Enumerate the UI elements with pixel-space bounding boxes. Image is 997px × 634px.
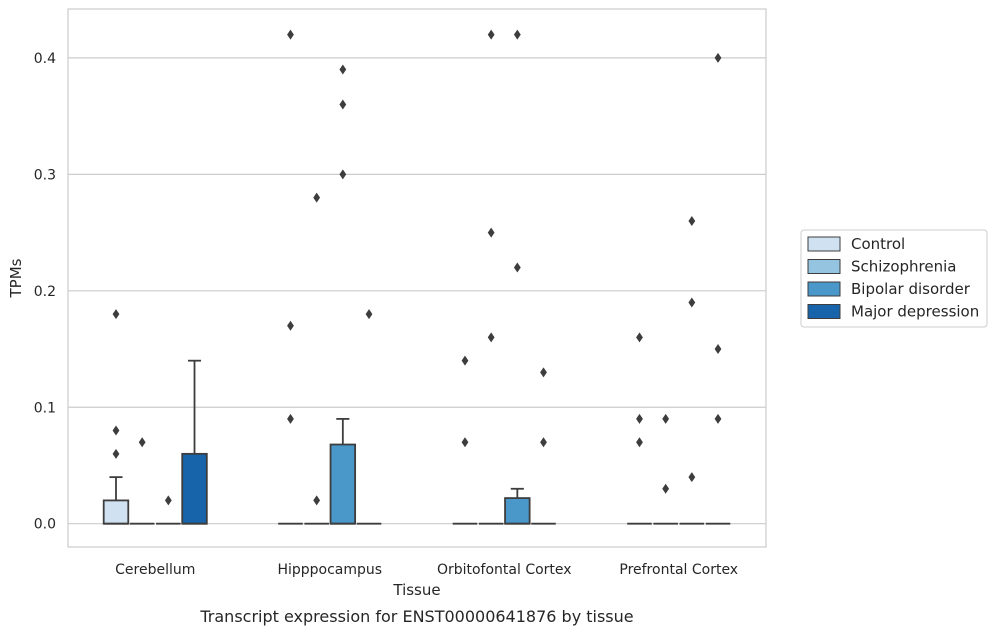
x-axis: Cerebellum Hipppocampus Orbitofontal Corte…	[115, 562, 738, 578]
outlier-point	[688, 472, 696, 483]
outlier-point	[164, 495, 172, 506]
outlier-point	[461, 355, 469, 366]
outlier-point	[513, 262, 521, 273]
legend-label: Major depression	[851, 303, 979, 321]
outlier-point	[487, 227, 495, 238]
outlier-point	[513, 29, 521, 40]
x-tick-label: Cerebellum	[115, 562, 195, 578]
outlier-point	[714, 52, 722, 63]
box-group	[278, 29, 303, 525]
legend-swatch	[807, 236, 841, 252]
box-group	[627, 332, 652, 525]
box-group	[679, 215, 705, 525]
outlier-point	[138, 437, 146, 448]
box-rect	[102, 499, 130, 525]
legend-frame	[800, 229, 988, 328]
outlier-point	[662, 413, 670, 424]
outlier-point	[636, 413, 643, 424]
y-axis: 0.0 0.1 0.2 0.3 0.4	[34, 51, 56, 533]
outlier-point	[313, 192, 321, 203]
legend: Control Schizophrenia Bipolar disorder Majo…	[800, 229, 988, 328]
legend-swatch	[807, 259, 841, 274]
box-group	[478, 29, 504, 525]
legend-label: Control	[851, 235, 905, 253]
box-rect	[504, 497, 531, 525]
outlier-point	[688, 297, 696, 308]
box-rect	[181, 452, 208, 525]
box-group	[653, 413, 678, 525]
outlier-point	[287, 320, 294, 331]
box-group	[329, 64, 357, 525]
outlier-point	[487, 29, 495, 40]
outlier-point	[112, 425, 120, 436]
box-group	[156, 495, 181, 525]
boxes-layer	[102, 29, 731, 525]
y-tick-label: 0.2	[34, 284, 56, 300]
y-tick-label: 0.1	[34, 400, 56, 416]
x-axis-title: Tissue	[392, 581, 440, 599]
plot-area	[68, 9, 766, 547]
x-tick-label: Hipppocampus	[277, 562, 382, 578]
box-group	[129, 437, 155, 525]
y-tick-label: 0.4	[34, 51, 56, 67]
y-tick-label: 0.0	[34, 517, 56, 533]
box-rect	[329, 443, 357, 525]
y-axis-title: TPMs	[7, 258, 25, 298]
legend-label: Schizophrenia	[851, 258, 956, 276]
box-group	[304, 192, 329, 525]
box-group	[705, 52, 731, 525]
box-group	[531, 367, 556, 525]
outlier-point	[339, 99, 347, 110]
chart-caption: Transcript expression for ENST0000064187…	[199, 607, 633, 626]
box-group	[452, 355, 478, 525]
outlier-point	[487, 332, 495, 343]
x-tick-label: Prefrontal Cortex	[619, 562, 738, 578]
outlier-point	[540, 367, 547, 378]
box-group	[181, 359, 208, 525]
outlier-point	[714, 344, 722, 355]
outlier-point	[714, 413, 722, 424]
outlier-point	[365, 309, 373, 320]
plot-frame	[67, 8, 767, 548]
y-tick-label: 0.3	[34, 167, 56, 183]
outlier-point	[688, 215, 696, 226]
box-group	[102, 309, 130, 525]
outlier-point	[461, 437, 469, 448]
outlier-point	[662, 483, 670, 494]
legend-label: Bipolar disorder	[851, 280, 971, 298]
box-group	[504, 29, 531, 525]
outlier-point	[540, 437, 547, 448]
box-group	[356, 309, 382, 525]
outlier-point	[636, 437, 643, 448]
legend-swatch	[807, 304, 841, 319]
outlier-point	[112, 448, 120, 459]
outlier-point	[287, 413, 294, 424]
outlier-point	[287, 29, 294, 40]
outlier-point	[313, 495, 321, 506]
outlier-point	[339, 64, 347, 75]
x-tick-label: Orbitofontal Cortex	[437, 562, 572, 578]
legend-swatch	[807, 281, 841, 297]
outlier-point	[636, 332, 643, 343]
outlier-point	[112, 309, 120, 320]
outlier-point	[339, 169, 347, 180]
